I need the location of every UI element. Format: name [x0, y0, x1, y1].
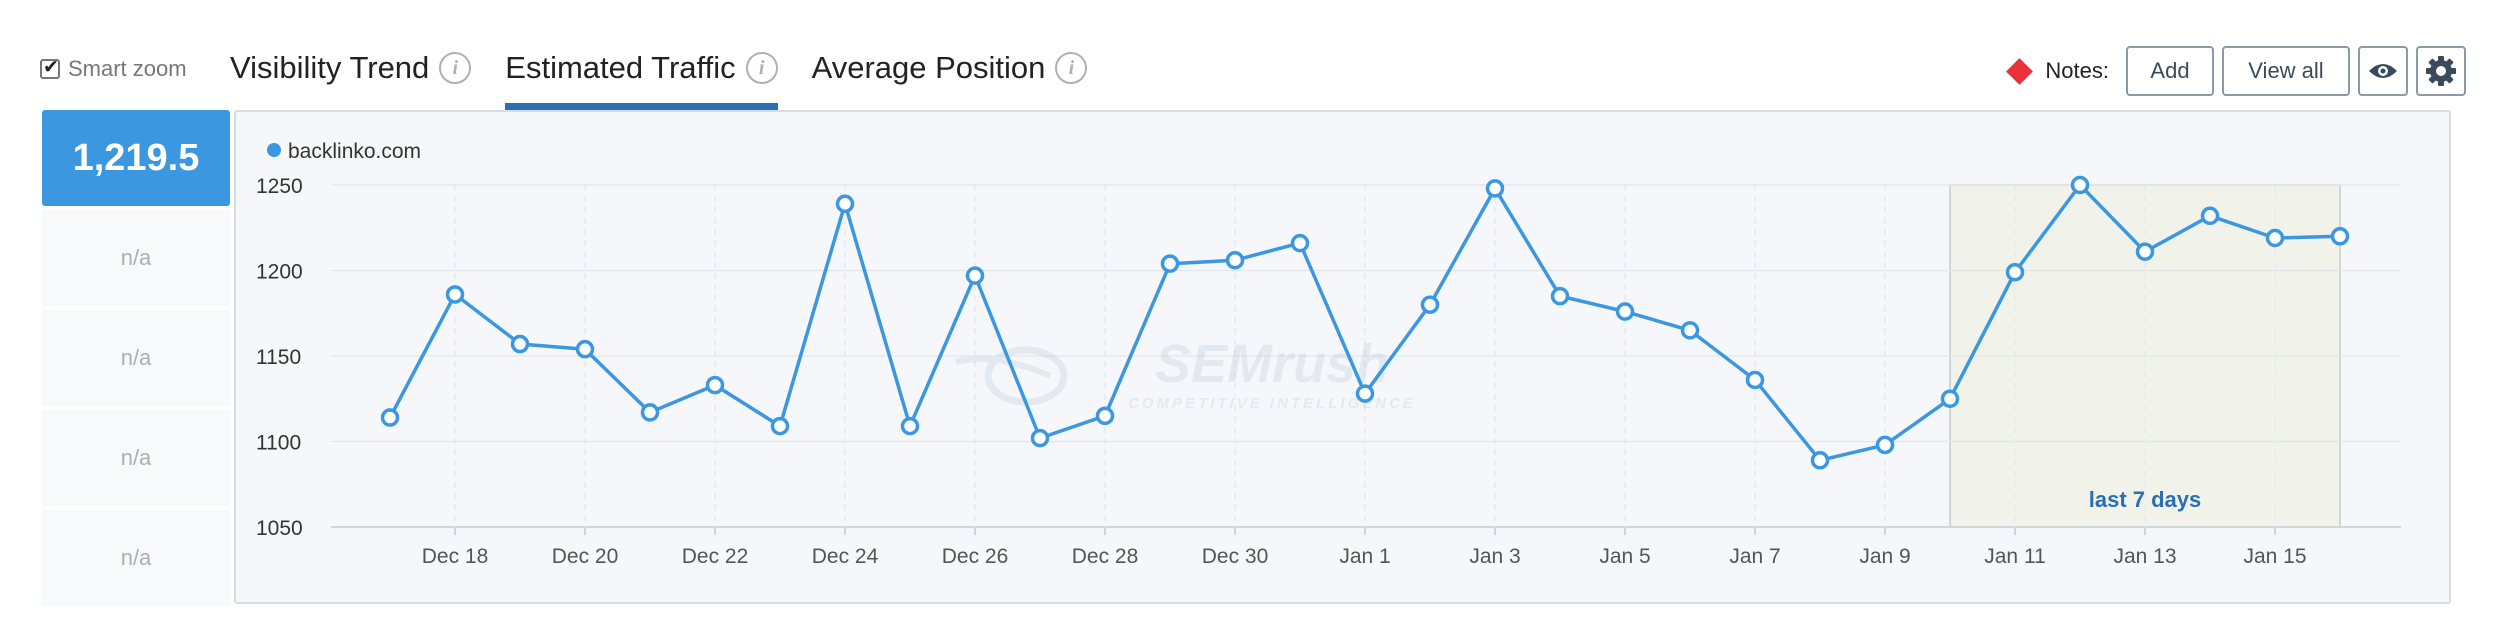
info-icon[interactable]: i	[439, 52, 472, 84]
data-point[interactable]	[510, 334, 530, 354]
x-tick-label: Jan 3	[1469, 545, 1520, 568]
info-icon[interactable]: i	[1055, 52, 1088, 84]
chart-legend: backlinko.com	[267, 140, 421, 163]
data-point[interactable]	[965, 266, 985, 285]
data-point[interactable]	[1030, 428, 1050, 448]
summary-row: n/a	[42, 210, 230, 306]
info-icon[interactable]: i	[745, 52, 778, 84]
data-point[interactable]	[900, 416, 920, 436]
tab-visibility-trend[interactable]: Visibility Trend i	[230, 48, 472, 110]
data-point[interactable]	[1095, 406, 1115, 426]
watermark: SEMrush COMPETITIVE INTELLIGENCE	[955, 334, 1416, 412]
x-tick-label: Dec 22	[682, 545, 749, 568]
data-point[interactable]	[380, 408, 400, 427]
smart-zoom-toggle[interactable]: Smart zoom	[40, 56, 187, 82]
data-point[interactable]	[835, 194, 855, 214]
x-axis: Dec 18 Dec 20 Dec 22 Dec 24 Dec 26 Dec 28 Dec …	[422, 527, 2307, 568]
x-tick-label: Dec 24	[812, 545, 879, 568]
data-point[interactable]	[1420, 295, 1440, 314]
tab-average-position[interactable]: Average Position i	[812, 48, 1088, 110]
x-tick-label: Dec 28	[1072, 545, 1139, 568]
data-point[interactable]	[2135, 242, 2155, 261]
add-note-button[interactable]: Add	[2126, 46, 2214, 96]
x-tick-label: Dec 30	[1202, 545, 1269, 568]
tab-label: Estimated Traffic	[505, 50, 736, 85]
data-point[interactable]	[1615, 302, 1635, 321]
notes-marker-icon	[2006, 57, 2034, 85]
smart-zoom-label: Smart zoom	[68, 56, 187, 81]
y-tick-label: 1200	[256, 261, 303, 284]
data-point[interactable]	[2330, 227, 2350, 246]
notes-label: Notes:	[2045, 58, 2109, 83]
data-point[interactable]	[640, 403, 660, 422]
watermark-tagline: COMPETITIVE INTELLIGENCE	[1128, 395, 1416, 412]
data-point[interactable]	[1225, 250, 1245, 270]
x-tick-label: Jan 1	[1339, 545, 1390, 568]
data-point[interactable]	[1290, 233, 1310, 253]
y-tick-label: 1250	[256, 175, 303, 198]
data-point[interactable]	[770, 416, 790, 436]
y-tick-label: 1050	[256, 517, 303, 540]
data-point[interactable]	[1680, 321, 1700, 340]
y-tick-label: 1100	[256, 432, 301, 455]
legend-label: backlinko.com	[288, 140, 421, 163]
data-point[interactable]	[445, 285, 465, 304]
data-point[interactable]	[1745, 370, 1765, 390]
x-tick-label: Jan 11	[1984, 545, 2046, 568]
data-point[interactable]	[705, 375, 725, 395]
legend-marker	[267, 143, 281, 157]
tab-label: Visibility Trend	[230, 50, 430, 85]
summary-column: 1,219.5 n/a n/a n/a n/a	[42, 110, 230, 606]
tab-estimated-traffic[interactable]: Estimated Traffic i	[505, 48, 778, 110]
y-tick-label: 1150	[256, 346, 301, 369]
highlight-label: last 7 days	[2089, 487, 2202, 512]
data-point[interactable]	[2005, 262, 2025, 282]
data-point[interactable]	[1550, 286, 1570, 306]
watermark-brand: SEMrush	[1155, 334, 1389, 394]
summary-row: n/a	[42, 410, 230, 506]
data-point[interactable]	[2070, 175, 2090, 195]
notes-toolbar: Notes: Add View all	[2006, 46, 2466, 96]
x-tick-label: Jan 9	[1859, 545, 1910, 568]
watermark-logo-icon	[955, 356, 1052, 379]
tab-label: Average Position	[811, 50, 1046, 85]
x-tick-label: Jan 13	[2113, 545, 2176, 568]
data-point[interactable]	[1355, 384, 1375, 403]
data-point[interactable]	[1160, 254, 1180, 273]
x-tick-label: Dec 20	[552, 545, 619, 568]
gear-icon	[2426, 56, 2456, 86]
data-point[interactable]	[575, 339, 595, 359]
smart-zoom-checkbox[interactable]	[40, 56, 60, 79]
data-point[interactable]	[2265, 228, 2285, 248]
eye-icon	[2369, 64, 2397, 78]
y-axis: 1050 1100 1150 1200 1250	[256, 175, 303, 540]
x-tick-label: Dec 18	[422, 545, 489, 568]
x-tick-label: Jan 5	[1599, 545, 1650, 568]
metric-tabs: Visibility Trend i Estimated Traffic i A…	[230, 48, 1121, 110]
chart-panel: SEMrush COMPETITIVE INTELLIGENCE backlin…	[234, 110, 2451, 604]
summary-row: n/a	[42, 510, 230, 606]
current-traffic-value: 1,219.5	[42, 110, 230, 206]
data-point[interactable]	[1810, 451, 1830, 470]
x-tick-label: Dec 26	[942, 545, 1009, 568]
data-point[interactable]	[1940, 389, 1960, 408]
view-all-notes-button[interactable]: View all	[2222, 46, 2350, 96]
toggle-notes-visibility-button[interactable]	[2358, 46, 2408, 96]
summary-row: n/a	[42, 310, 230, 406]
data-point[interactable]	[2200, 206, 2220, 226]
data-point[interactable]	[1485, 179, 1505, 198]
data-point[interactable]	[1875, 435, 1895, 455]
series-points	[380, 175, 2350, 470]
x-tick-label: Jan 15	[2243, 545, 2306, 568]
settings-button[interactable]	[2416, 46, 2466, 96]
traffic-chart: SEMrush COMPETITIVE INTELLIGENCE backlin…	[256, 140, 2401, 568]
x-tick-label: Jan 7	[1729, 545, 1780, 568]
